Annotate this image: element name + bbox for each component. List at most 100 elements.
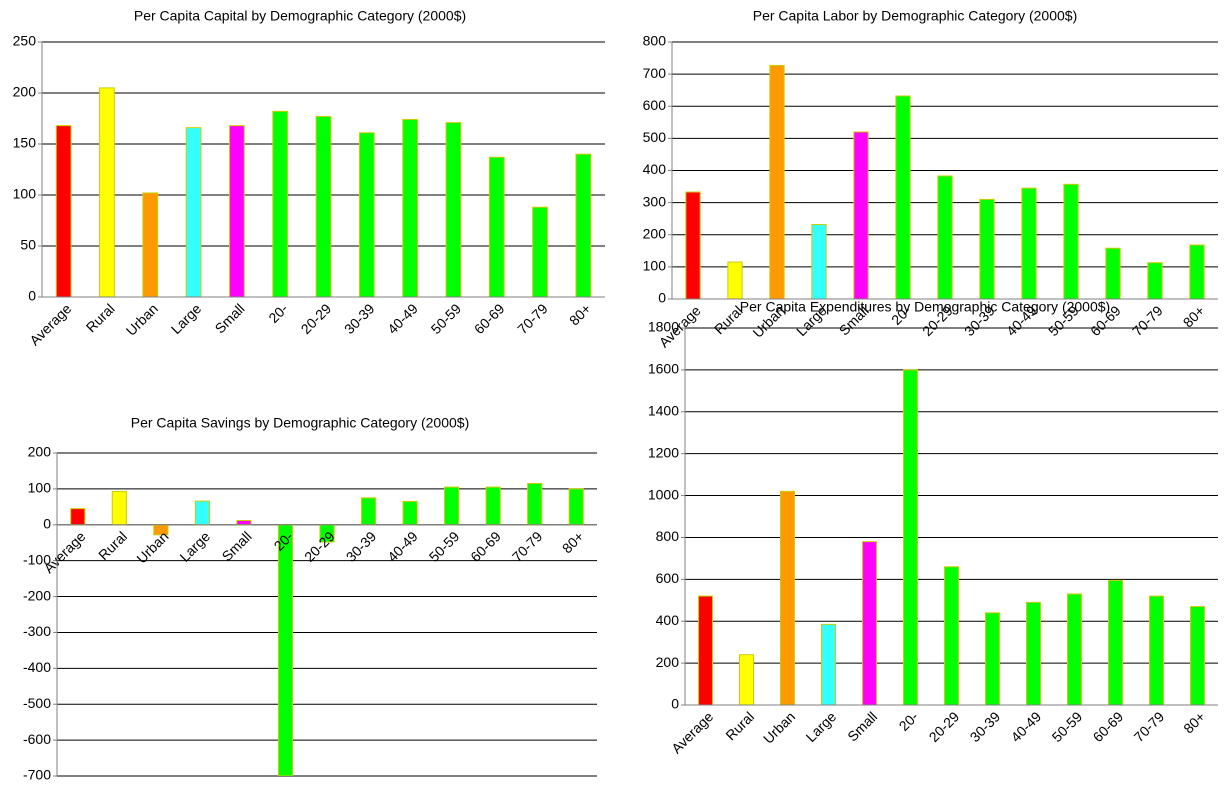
chart: Per Capita Expenditures by Demographic C… [648,299,1218,756]
bar [445,122,462,297]
bar [1105,247,1121,299]
x-tick-label: Small [212,300,248,336]
x-tick-label: 40-49 [1008,708,1045,745]
chart-title: Per Capita Labor by Demographic Category… [753,8,1078,24]
x-tick-label: Large [803,708,840,745]
bar [185,127,202,297]
x-tick-label: Urban [760,708,798,746]
bar [236,519,252,526]
y-tick-label: 250 [13,33,37,49]
chart: Per Capita Capital by Demographic Catego… [13,8,605,348]
y-tick-label: 400 [643,161,667,177]
y-tick-label: 700 [643,65,667,81]
y-tick-label: 200 [28,444,52,460]
chart-title: Per Capita Expenditures by Demographic C… [740,299,1110,315]
bar [485,486,501,526]
y-tick-label: 200 [13,84,37,100]
bar [360,497,377,526]
x-tick-label: 20- [896,708,922,734]
y-tick-label: 1000 [648,486,679,502]
bar [1189,244,1205,299]
y-tick-label: -400 [23,659,51,675]
bar [142,192,159,297]
x-tick-label: 80+ [566,300,594,328]
x-tick-label: Rural [95,528,130,563]
bar [903,369,918,705]
bar [229,125,245,297]
x-tick-label: 60-69 [1090,708,1127,745]
bar [568,488,584,526]
y-tick-label: 400 [656,612,680,628]
x-tick-label: 50-59 [428,300,465,337]
y-tick-label: 1400 [648,402,679,418]
y-tick-label: 100 [28,480,52,496]
bar [1021,187,1037,299]
y-tick-label: 500 [643,129,667,145]
x-tick-label: Large [168,300,205,337]
bar [979,198,995,299]
bar [895,95,911,299]
bar [685,191,701,299]
bar [780,490,795,705]
y-tick-label: 600 [656,570,680,586]
y-tick-label: -100 [23,551,51,567]
x-tick-label: Urban [123,300,161,338]
y-tick-label: 800 [656,528,680,544]
x-tick-label: Rural [83,300,118,335]
bar [55,125,72,297]
y-tick-label: 150 [13,135,37,151]
y-tick-label: 0 [28,288,36,304]
bar [277,524,294,776]
bar [853,131,869,299]
y-tick-label: 0 [671,696,679,712]
x-tick-label: 80+ [559,528,587,556]
bar [1108,579,1123,705]
bar [727,261,743,299]
bar [488,156,505,297]
y-tick-label: 0 [43,515,51,531]
y-tick-label: -700 [23,767,51,783]
bar [944,566,959,705]
x-tick-label: 30-39 [343,528,380,565]
x-tick-label: Rural [722,708,757,743]
y-tick-label: 200 [656,654,680,670]
bar [358,132,375,297]
bar [532,206,548,297]
bar [811,223,827,299]
x-tick-label: 70-79 [514,300,551,337]
y-tick-label: 1600 [648,361,679,377]
y-tick-label: 300 [643,193,667,209]
bar [698,595,713,705]
bar [769,64,785,299]
x-tick-label: 40-49 [384,528,421,565]
y-tick-label: 800 [643,33,667,49]
y-tick-label: 100 [13,186,37,202]
x-tick-label: 60-69 [471,300,508,337]
bar [99,87,115,297]
x-tick-label: Small [219,528,255,564]
y-tick-label: -200 [23,587,51,603]
y-tick-label: 1200 [648,444,679,460]
x-tick-label: Small [844,708,880,744]
bar [1026,601,1041,705]
y-tick-label: -500 [23,695,51,711]
x-tick-label: Average [26,300,74,348]
bar [402,500,418,526]
x-tick-label: 20-29 [926,708,963,745]
bar [739,654,754,705]
bar [194,500,210,526]
y-tick-label: 50 [20,237,36,253]
bar [985,612,1000,705]
bar [575,153,592,297]
bar [444,486,460,526]
y-tick-label: 200 [643,225,667,241]
x-tick-label: 30-39 [967,708,1004,745]
bar [402,119,418,297]
x-tick-label: Average [668,708,716,756]
y-tick-label: 1800 [648,319,679,335]
x-tick-label: 70-79 [1129,302,1166,339]
bar [821,623,836,705]
bar [315,115,332,297]
